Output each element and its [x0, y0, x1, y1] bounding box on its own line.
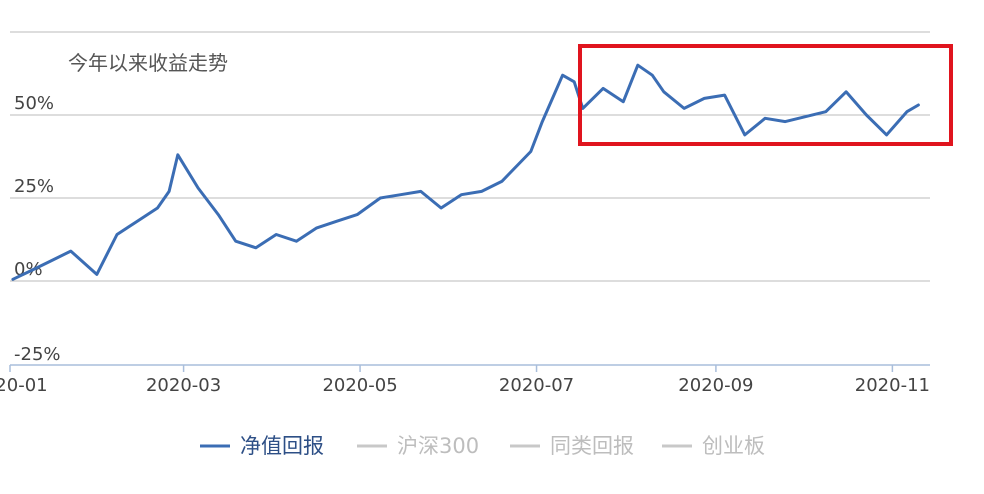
y-tick-label: 25% [14, 176, 54, 197]
x-tick-label: 2020-09 [678, 375, 753, 396]
chart-title: 今年以来收益走势 [68, 51, 228, 75]
y-tick-label: -25% [14, 344, 61, 365]
legend-label: 沪深300 [397, 434, 479, 458]
x-tick-label: 2020-05 [322, 375, 397, 396]
x-tick-label: 2020-07 [499, 375, 574, 396]
y-axis-ticks: 50%25%0%-25% [14, 93, 61, 365]
x-tick-label: 2020-01 [0, 375, 48, 396]
legend-label: 同类回报 [550, 434, 634, 458]
grid-lines [10, 31, 930, 366]
x-axis-ticks: 2020-01 2020-03 2020-05 2020-07 2020-09 2020-… [0, 365, 930, 396]
legend: 净值回报 沪深300 同类回报 创业板 [200, 434, 765, 458]
x-tick-label: 2020-11 [855, 375, 930, 396]
highlight-box [578, 44, 953, 146]
x-tick-label: 2020-03 [146, 375, 221, 396]
legend-label: 净值回报 [240, 434, 324, 458]
y-tick-label: 50% [14, 93, 54, 114]
legend-label: 创业板 [702, 434, 765, 458]
series-line-net-value [11, 63, 920, 281]
